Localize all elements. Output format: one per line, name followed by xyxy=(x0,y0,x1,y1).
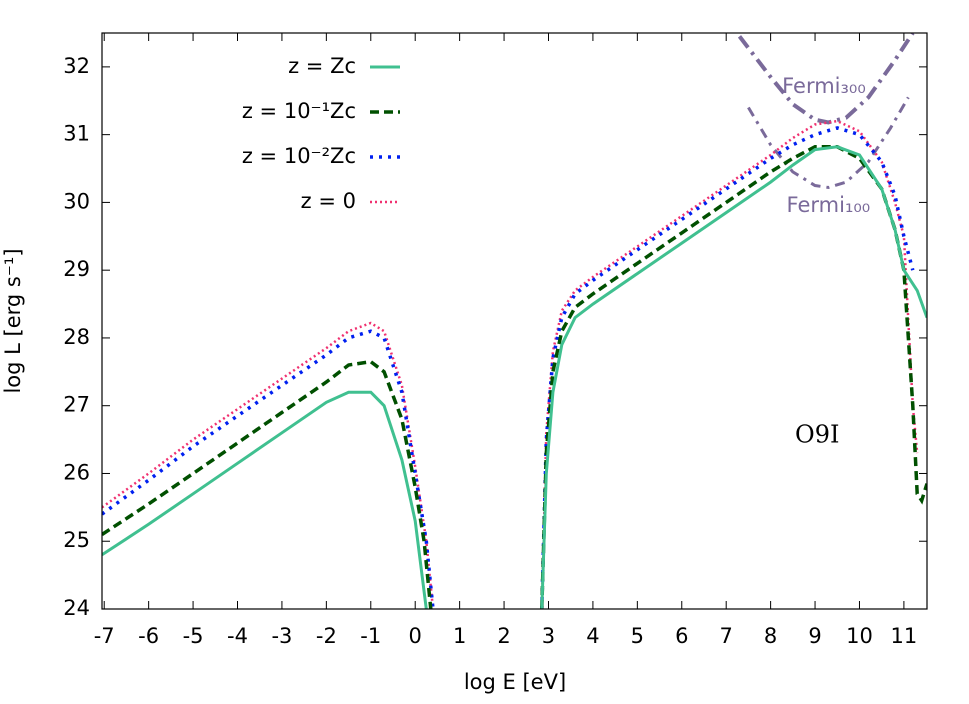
sensitivity-curve xyxy=(737,33,915,125)
x-axis-label: log E [eV] xyxy=(464,670,566,694)
legend-label: z = 10⁻²Zc xyxy=(242,144,356,168)
y-tick-label: 26 xyxy=(63,460,90,484)
x-tick-label: 4 xyxy=(586,624,599,648)
x-tick-label: -3 xyxy=(271,624,292,648)
x-tick-label: 0 xyxy=(409,624,422,648)
x-tick-label: 2 xyxy=(497,624,510,648)
annotation: Fermi₁₀₀ xyxy=(787,193,871,217)
y-tick-label: 25 xyxy=(63,528,90,552)
annotation: Fermi₃₀₀ xyxy=(782,74,866,98)
series-line xyxy=(102,145,927,609)
x-tick-label: 9 xyxy=(808,624,821,648)
x-tick-label: 6 xyxy=(675,624,688,648)
plot-frame xyxy=(101,32,928,610)
annotation: O9I xyxy=(795,421,839,449)
x-tick-label: 8 xyxy=(764,624,777,648)
sensitivity-curve xyxy=(747,96,910,190)
x-tick-label: 7 xyxy=(720,624,733,648)
series-line xyxy=(102,145,927,609)
x-tick-label: -2 xyxy=(316,624,337,648)
x-tick-label: -4 xyxy=(227,624,248,648)
x-tick-label: 11 xyxy=(891,624,918,648)
x-tick-label: 10 xyxy=(846,624,873,648)
legend-label: z = Zc xyxy=(288,54,356,78)
series-line xyxy=(102,126,915,609)
x-tick-label: -6 xyxy=(138,624,159,648)
x-tick-label: 1 xyxy=(453,624,466,648)
legend-label: z = 0 xyxy=(301,189,356,213)
legend-label: z = 10⁻¹Zc xyxy=(242,99,356,123)
y-tick-label: 28 xyxy=(63,325,90,349)
x-tick-label: 3 xyxy=(542,624,555,648)
x-tick-label: 5 xyxy=(631,624,644,648)
y-tick-label: 30 xyxy=(63,189,90,213)
y-tick-label: 24 xyxy=(63,596,90,620)
y-tick-label: 31 xyxy=(63,122,90,146)
x-tick-label: -1 xyxy=(360,624,381,648)
y-axis-label: log L [erg s⁻¹] xyxy=(1,248,25,393)
x-tick-label: -5 xyxy=(183,624,204,648)
y-tick-label: 32 xyxy=(63,54,90,78)
x-tick-label: -7 xyxy=(94,624,115,648)
y-tick-label: 27 xyxy=(63,393,90,417)
series-line xyxy=(102,119,919,609)
y-tick-label: 29 xyxy=(63,257,90,281)
